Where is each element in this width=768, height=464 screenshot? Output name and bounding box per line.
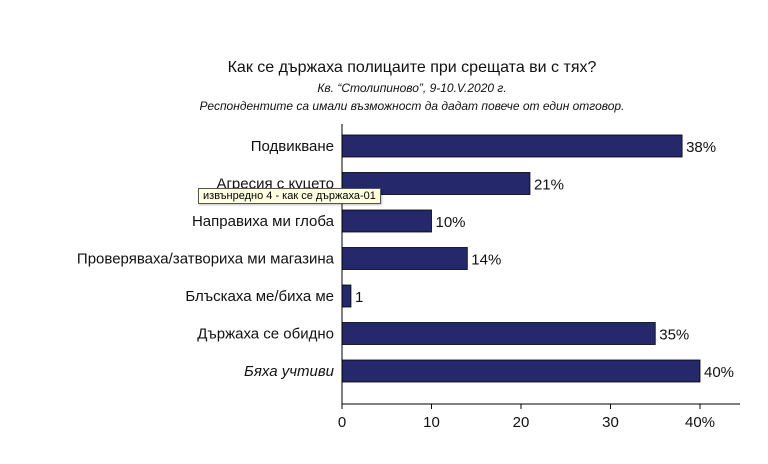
category-label: Подвикване <box>251 138 334 155</box>
data-label: 10% <box>436 214 466 231</box>
bar <box>341 284 352 308</box>
x-tick-label: 20 <box>513 414 530 431</box>
bar <box>341 209 432 233</box>
tooltip: извънредно 4 - как се държаха-01 <box>198 188 381 204</box>
data-label: 1 <box>355 289 363 306</box>
bar <box>341 134 683 158</box>
category-label: Държаха се обидно <box>197 326 334 343</box>
data-label: 35% <box>659 327 689 344</box>
data-label: 21% <box>534 177 564 194</box>
category-label: Бяха учтиви <box>244 363 335 380</box>
category-label: Направиха ми глоба <box>192 213 335 230</box>
chart-subtitle-source: Кв. “Столипиново”, 9-10.V.2020 г. <box>317 81 506 95</box>
plot-area: Подвикване 38%Агресия с куцето 21%Направих… <box>77 124 740 431</box>
bar <box>341 359 701 383</box>
bar <box>341 322 656 345</box>
data-label: 40% <box>704 364 734 381</box>
category-label: Блъскаха ме/биха ме <box>185 288 334 305</box>
x-tick-label: 10 <box>423 414 440 431</box>
x-tick-label: 0 <box>338 414 346 431</box>
category-label: Проверяваха/затвориха ми магазина <box>77 251 335 268</box>
x-tick-label: 30 <box>602 414 619 431</box>
x-tick-label: 40% <box>685 414 715 431</box>
data-label: 14% <box>471 252 501 269</box>
data-label: 38% <box>686 139 716 156</box>
bar <box>341 247 468 270</box>
chart-title: Как се държаха полицаите при срещата ви … <box>228 59 597 76</box>
chart-subtitle-note: Респондентите са имали възможност да дад… <box>200 99 625 113</box>
